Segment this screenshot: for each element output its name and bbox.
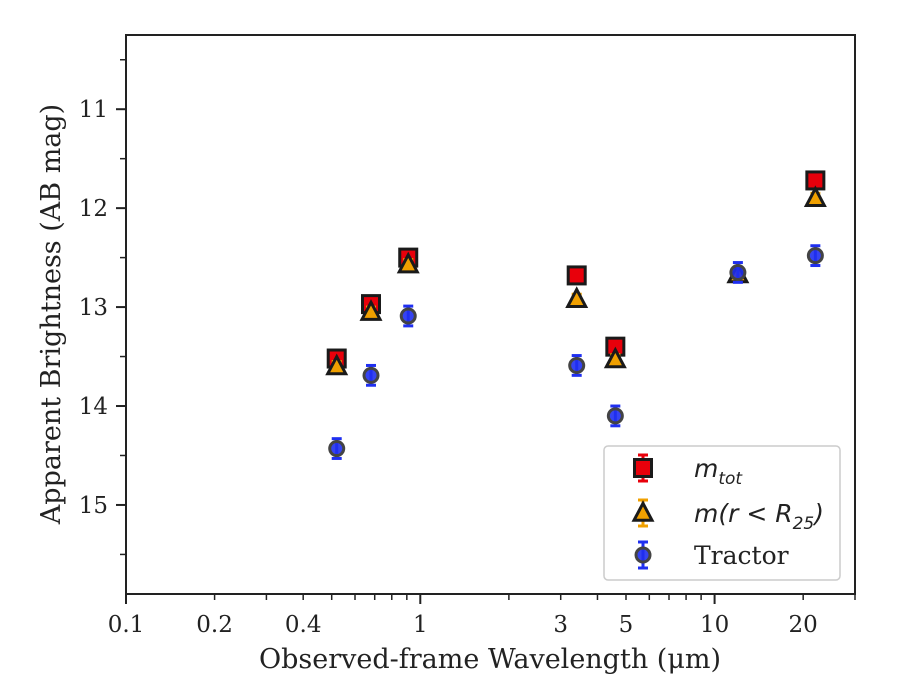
- data-point-triangle: [803, 185, 827, 208]
- legend-box: [603, 445, 841, 581]
- x-tick-label: 5: [619, 612, 634, 638]
- y-tick-label: 11: [79, 97, 108, 123]
- x-tick-label: 10: [700, 612, 729, 638]
- y-tick-label: 12: [79, 196, 108, 222]
- y-tick-label: 13: [79, 295, 108, 321]
- series-circle: [328, 244, 824, 460]
- data-points: [325, 170, 827, 460]
- x-tick-label: 1: [413, 612, 428, 638]
- data-point-circle: [729, 263, 747, 281]
- legend-marker-square: [633, 458, 653, 478]
- data-point-triangle: [325, 353, 349, 376]
- y-tick-label: 15: [79, 493, 108, 519]
- y-tick-label: 14: [79, 394, 108, 420]
- x-tick-label: 3: [553, 612, 568, 638]
- data-point-circle: [568, 356, 586, 374]
- x-tick-label: 0.4: [285, 612, 322, 638]
- data-point-circle: [399, 307, 417, 325]
- data-point-circle: [606, 407, 624, 425]
- data-point-triangle: [603, 346, 627, 369]
- y-axis: 11 12 13 14 15: [79, 58, 126, 556]
- legend-marker-circle: [634, 546, 652, 564]
- legend-label: Tractor: [694, 541, 789, 570]
- data-point-triangle: [359, 299, 383, 321]
- legend-label: mtot: [694, 454, 743, 489]
- legend-marker-triangle: [631, 500, 655, 522]
- x-tick-label: 20: [789, 612, 818, 638]
- x-tick-label: 0.2: [196, 612, 233, 638]
- y-axis-label: Apparent Brightness (AB mag): [36, 104, 67, 525]
- plot-area: [125, 34, 856, 595]
- x-axis-label: Observed-frame Wavelength (μm): [259, 644, 721, 675]
- legend: mtot m(r < R25) Tractor: [603, 445, 841, 581]
- data-point-circle: [328, 440, 346, 458]
- x-axis: 0.1 0.2 0.4 1 3 5 10 20: [108, 594, 856, 638]
- data-point-triangle: [396, 251, 420, 274]
- data-point-circle: [806, 247, 824, 265]
- data-point-triangle: [565, 286, 589, 308]
- x-tick-label: 0.1: [108, 612, 145, 638]
- data-point-square: [566, 265, 587, 286]
- data-point-circle: [362, 366, 380, 384]
- legend-label: m(r < R25): [694, 499, 824, 534]
